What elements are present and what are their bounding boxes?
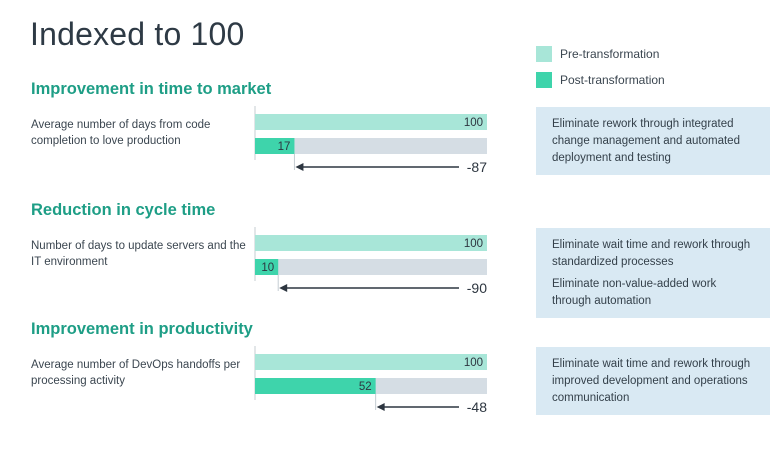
section-title: Improvement in time to market [31, 80, 272, 98]
bar-post [255, 378, 376, 394]
bar-pre [255, 235, 487, 251]
legend-swatch-pre [536, 46, 552, 62]
legend-item-pre: Pre-transformation [536, 46, 665, 62]
change-label: -87 [467, 159, 487, 175]
bar-pre [255, 114, 487, 130]
change-label: -48 [467, 399, 487, 415]
section-title: Reduction in cycle time [31, 201, 216, 219]
section-title: Improvement in productivity [31, 320, 253, 338]
change-arrowhead [376, 403, 385, 411]
metric-description: Average number of DevOps handoffs per pr… [31, 359, 241, 387]
legend-swatch-post [536, 72, 552, 88]
note-box: Eliminate wait time and rework through i… [536, 347, 770, 415]
note-box: Eliminate rework through integrated chan… [536, 107, 770, 175]
bar-post-label: 17 [278, 141, 291, 153]
legend-label-pre: Pre-transformation [560, 47, 660, 61]
bar-post-label: 10 [261, 262, 274, 274]
metric-description: Average number of days from code complet… [31, 119, 211, 147]
legend-label-post: Post-transformation [560, 73, 665, 87]
section-time-to-market: Improvement in time to market Average nu… [0, 80, 770, 200]
change-arrowhead [279, 284, 288, 292]
bar-chart: 100 17 -87 [254, 106, 487, 175]
bar-pre-label: 100 [464, 117, 483, 129]
note-line: Eliminate non-value-added work through a… [552, 278, 717, 307]
bar-post [255, 259, 279, 275]
note-line: Eliminate rework through integrated chan… [552, 118, 740, 164]
bar-chart: 100 52 -48 [254, 346, 487, 415]
bar-chart: 100 10 -90 [254, 227, 487, 296]
section-productivity: Improvement in productivity Average numb… [0, 320, 770, 440]
section-cycle-time: Reduction in cycle time Number of days t… [0, 201, 770, 321]
metric-description: Number of days to update servers and the… [31, 240, 246, 268]
change-label: -90 [467, 280, 487, 296]
bar-pre [255, 354, 487, 370]
bar-track [255, 259, 487, 275]
bar-post [255, 138, 295, 154]
bar-post-label: 52 [359, 381, 372, 393]
legend: Pre-transformation Post-transformation [536, 46, 665, 98]
bar-pre-label: 100 [464, 357, 483, 369]
note-box: Eliminate wait time and rework through s… [536, 228, 770, 318]
bar-track [255, 138, 487, 154]
page-title: Indexed to 100 [30, 16, 245, 52]
change-arrowhead [295, 163, 304, 171]
bar-pre-label: 100 [464, 238, 483, 250]
note-line: Eliminate wait time and rework through s… [552, 239, 751, 268]
legend-item-post: Post-transformation [536, 72, 665, 88]
note-line: Eliminate wait time and rework through i… [552, 358, 751, 404]
